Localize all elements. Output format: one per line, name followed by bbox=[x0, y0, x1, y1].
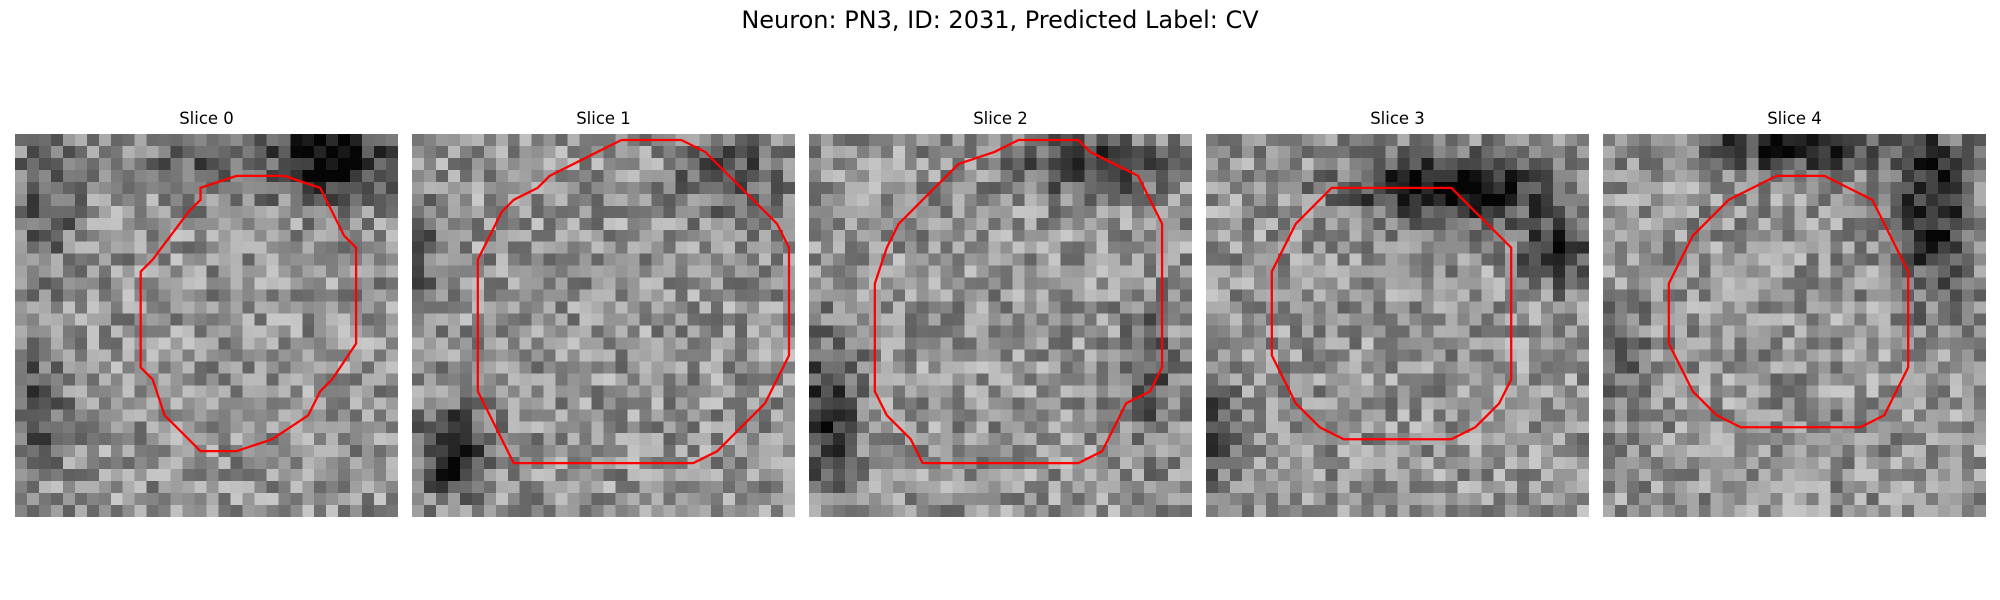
neuron-outline bbox=[1667, 174, 1910, 429]
slice-image bbox=[15, 134, 398, 517]
panel-title: Slice 2 bbox=[973, 109, 1028, 128]
panel-title: Slice 3 bbox=[1370, 109, 1425, 128]
panel-slice-0: Slice 0 bbox=[15, 104, 398, 517]
grayscale-pixels bbox=[412, 134, 795, 517]
panel-title: Slice 4 bbox=[1767, 109, 1822, 128]
figure-title: Neuron: PN3, ID: 2031, Predicted Label: … bbox=[741, 6, 1259, 34]
panel-slice-2: Slice 2 bbox=[809, 104, 1192, 517]
panel-title: Slice 0 bbox=[179, 109, 234, 128]
neuron-outline bbox=[1270, 186, 1513, 441]
slice-image bbox=[809, 134, 1192, 517]
neuron-outline bbox=[139, 174, 358, 453]
panel-title: Slice 1 bbox=[576, 109, 631, 128]
panel-slice-4: Slice 4 bbox=[1603, 104, 1986, 517]
slice-image bbox=[1206, 134, 1589, 517]
grayscale-pixels bbox=[15, 134, 398, 517]
slice-image bbox=[412, 134, 795, 517]
neuron-outline bbox=[873, 138, 1164, 465]
grayscale-pixels bbox=[1206, 134, 1589, 517]
panel-slice-1: Slice 1 bbox=[412, 104, 795, 517]
neuron-outline bbox=[476, 138, 791, 465]
grayscale-pixels bbox=[1603, 134, 1986, 517]
grayscale-pixels bbox=[809, 134, 1192, 517]
slice-image bbox=[1603, 134, 1986, 517]
panel-slice-3: Slice 3 bbox=[1206, 104, 1589, 517]
